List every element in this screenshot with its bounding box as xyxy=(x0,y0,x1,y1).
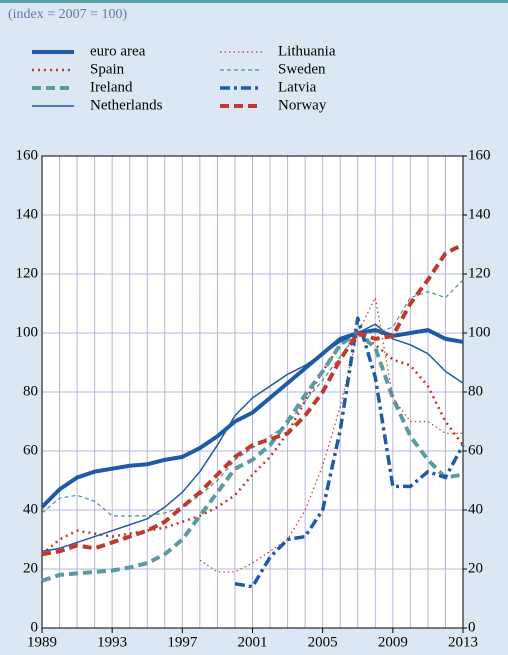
series-line xyxy=(41,242,464,557)
legend-label: Netherlands xyxy=(90,97,163,113)
x-tick-label: 1989 xyxy=(27,634,57,650)
y-tick-label: 140 xyxy=(16,206,39,222)
y2-tick-label: 120 xyxy=(468,265,491,281)
x-tick-label: 1997 xyxy=(167,634,198,650)
plot-frame xyxy=(41,155,464,629)
top-rule xyxy=(0,0,508,3)
y2-tick-label: 80 xyxy=(468,383,483,399)
legend-label: Lithuania xyxy=(278,43,336,59)
y2-tick-label: 20 xyxy=(468,560,483,576)
y2-tick-label: 100 xyxy=(468,324,491,340)
y2-tick-label: 40 xyxy=(468,501,483,517)
y-tick-label: 40 xyxy=(23,501,38,517)
series-line xyxy=(41,279,464,517)
y-tick-label: 120 xyxy=(16,265,39,281)
series-line xyxy=(41,331,464,583)
chart-subtitle: (index = 2007 = 100) xyxy=(8,7,128,22)
y2-tick-label: 160 xyxy=(468,147,491,163)
x-tick-label: 2009 xyxy=(378,634,408,650)
x-tick-label: 2013 xyxy=(448,634,478,650)
series-line xyxy=(41,323,464,553)
legend-label: Spain xyxy=(90,61,125,77)
legend-label: Sweden xyxy=(278,61,326,77)
y-tick-label: 0 xyxy=(31,619,39,635)
y-tick-label: 100 xyxy=(16,324,39,340)
legend-label: Ireland xyxy=(90,79,133,95)
x-tick-label: 2005 xyxy=(308,634,338,650)
x-tick-label: 2001 xyxy=(238,634,268,650)
y2-tick-label: 0 xyxy=(468,619,476,635)
y-tick-label: 20 xyxy=(23,560,38,576)
y-tick-label: 160 xyxy=(16,147,39,163)
y-tick-label: 80 xyxy=(23,383,38,399)
series-line xyxy=(234,316,465,589)
series-line xyxy=(41,331,465,556)
y2-tick-label: 60 xyxy=(468,442,483,458)
legend-label: Norway xyxy=(278,97,327,113)
legend-label: Latvia xyxy=(278,79,317,95)
y-tick-label: 60 xyxy=(23,442,38,458)
legend-label: euro area xyxy=(90,43,146,59)
y2-tick-label: 140 xyxy=(468,206,491,222)
x-tick-label: 1993 xyxy=(97,634,127,650)
